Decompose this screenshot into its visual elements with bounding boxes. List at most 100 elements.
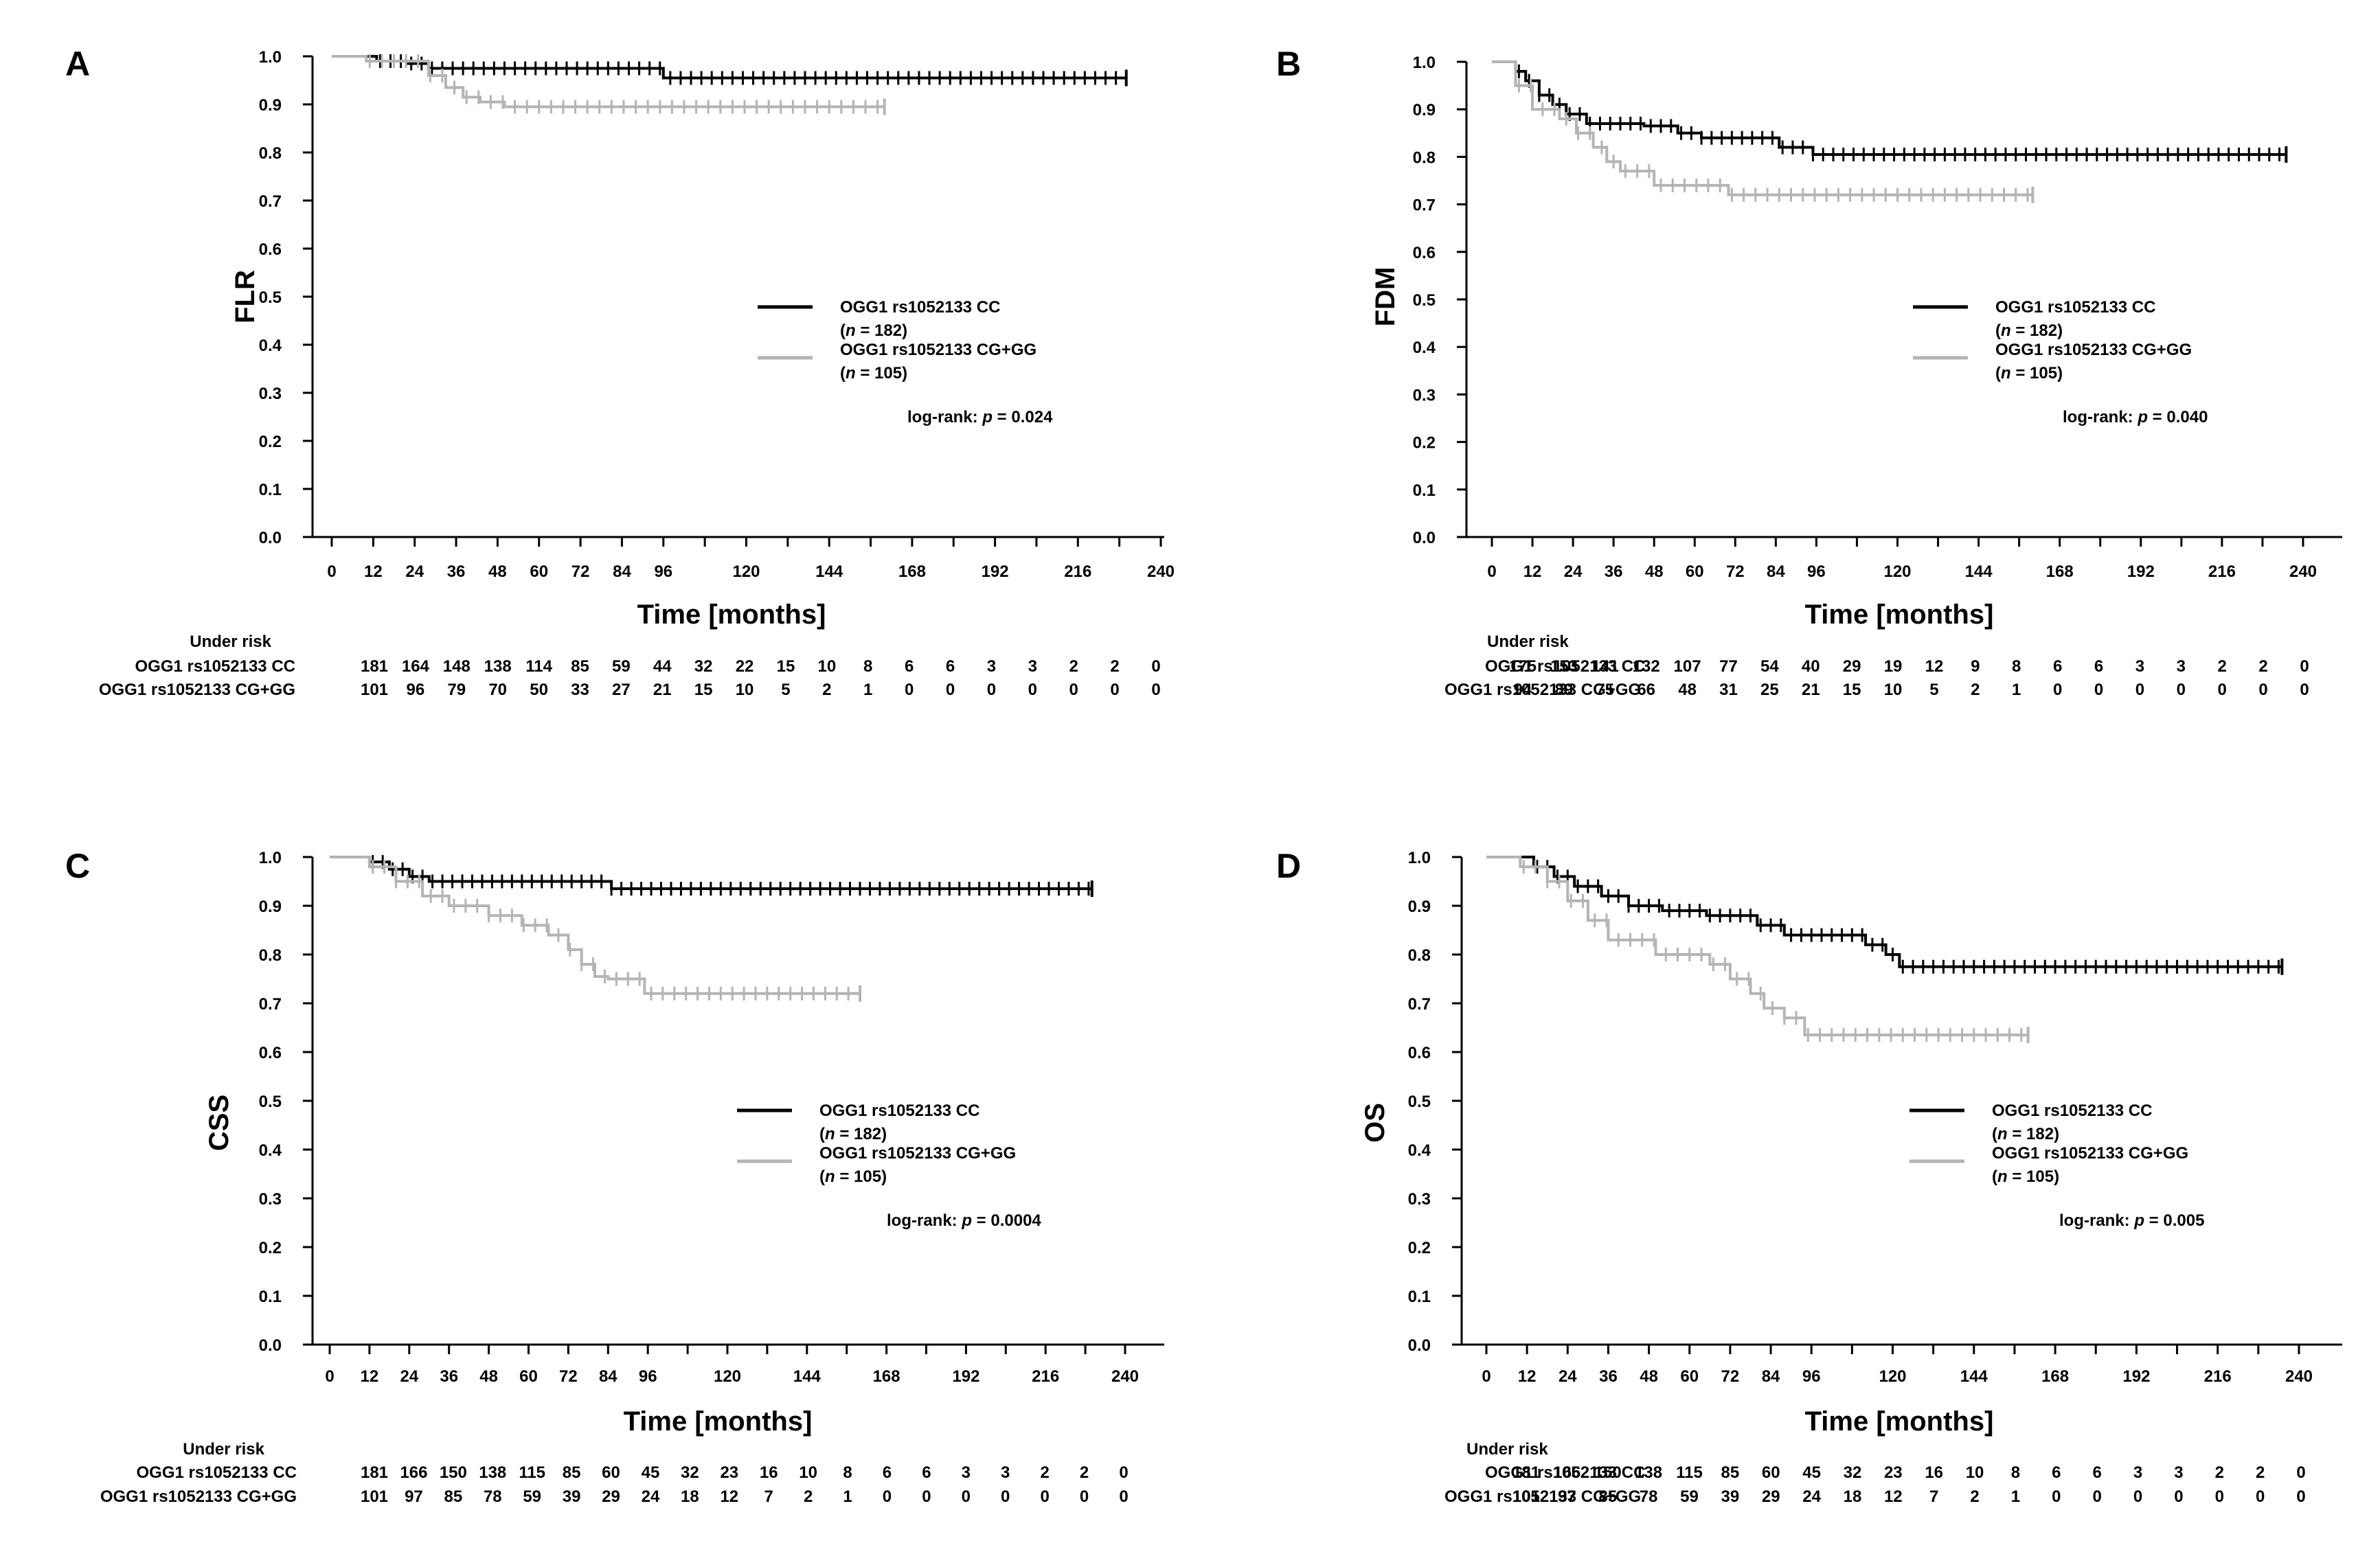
y-tick-label: 0.2	[259, 1239, 282, 1257]
risk-count-cc: 10	[799, 1463, 817, 1482]
x-tick-label: 48	[1640, 1367, 1658, 1386]
risk-count-cg: 0	[2296, 1487, 2305, 1506]
risk-count-cg: 25	[1760, 681, 1779, 699]
risk-count-cg: 0	[1119, 1487, 1128, 1506]
risk-count-cc: 138	[1635, 1463, 1662, 1482]
x-tick-label: 168	[2041, 1367, 2069, 1386]
y-tick-label: 0.9	[259, 898, 282, 916]
risk-count-cg: 0	[883, 1487, 892, 1506]
x-tick-label: 36	[1599, 1367, 1618, 1386]
y-tick-label: 0.7	[1408, 995, 1431, 1014]
risk-count-cc: 6	[922, 1463, 931, 1482]
x-tick-label: 240	[1147, 562, 1175, 581]
risk-row-label-cg: OGG1 rs1052133 CG+GG	[100, 1487, 297, 1506]
legend-label-cg: OGG1 rs1052133 CG+GG	[819, 1144, 1016, 1163]
risk-count-cg: 101	[361, 681, 388, 699]
risk-count-cc: 150	[440, 1463, 467, 1482]
y-tick-label: 0.2	[259, 433, 282, 451]
x-tick-label: 120	[1883, 562, 1911, 581]
logrank-text: log-rank: p = 0.040	[2063, 408, 2208, 426]
risk-count-cg: 29	[602, 1487, 620, 1506]
x-tick-label: 120	[732, 562, 760, 581]
risk-count-cg: 0	[987, 681, 996, 699]
risk-count-cc: 3	[1028, 657, 1037, 676]
x-tick-label: 36	[440, 1367, 458, 1386]
legend-n-cc: (n = 182)	[840, 321, 907, 340]
risk-count-cg: 0	[2177, 681, 2186, 699]
under-risk-table: Under risk OGG1 rs1052133 CC OGG1 rs105213…	[1444, 1440, 2306, 1506]
risk-count-cg: 0	[946, 681, 955, 699]
risk-count-cg: 0	[2133, 1487, 2142, 1506]
x-axis-title: Time [months]	[624, 1406, 813, 1437]
risk-count-cc: 45	[1802, 1463, 1821, 1482]
y-tick-label: 0.6	[259, 1044, 282, 1062]
x-tick-label: 192	[2122, 1367, 2150, 1386]
risk-row-label-cc: OGG1 rs1052133 CC	[1485, 657, 1645, 676]
legend-label-cg: OGG1 rs1052133 CG+GG	[840, 341, 1036, 359]
risk-count-cc: 3	[1001, 1463, 1010, 1482]
risk-count-cg: 5	[781, 681, 790, 699]
x-tick-label: 240	[2289, 562, 2317, 581]
risk-count-cc: 23	[720, 1463, 738, 1482]
risk-count-cg: 0	[2300, 681, 2309, 699]
x-tick-label: 120	[714, 1367, 741, 1386]
x-tick-label: 12	[1518, 1367, 1537, 1386]
risk-count-cg: 39	[1721, 1487, 1739, 1506]
km-panel-d: D0.00.10.20.30.40.50.60.70.80.91.00 12 24 3…	[1276, 847, 2342, 1506]
risk-count-cg: 0	[922, 1487, 931, 1506]
x-tick-label: 84	[599, 1367, 617, 1386]
legend: OGG1 rs1052133 CC (n = 182)OGG1 rs1052133…	[1909, 1101, 2204, 1230]
risk-count-cc: 2	[1110, 657, 1119, 676]
under-risk-table: Under risk OGG1 rs1052133 CC OGG1 rs105213…	[99, 632, 1161, 699]
risk-count-cg: 0	[2256, 1487, 2265, 1506]
km-panel-c: C0.00.10.20.30.40.50.60.70.80.91.00 12 24 3…	[65, 847, 1164, 1506]
y-tick-label: 0.3	[259, 385, 282, 403]
y-tick-label: 0.1	[259, 481, 282, 499]
x-tick-label: 24	[400, 1367, 418, 1386]
x-axis-title: Time [months]	[1805, 1406, 1994, 1437]
risk-count-cg: 0	[2218, 681, 2227, 699]
risk-count-cc: 0	[2296, 1463, 2305, 1482]
risk-count-cg: 1	[2012, 681, 2021, 699]
y-tick-label: 0.0	[259, 529, 282, 547]
risk-count-cc: 2	[2215, 1463, 2224, 1482]
risk-count-cg: 29	[1762, 1487, 1780, 1506]
x-tick-label: 60	[1680, 1367, 1699, 1386]
risk-count-cg: 0	[1001, 1487, 1010, 1506]
risk-count-cg: 15	[1843, 681, 1861, 699]
legend-n-cg: (n = 105)	[840, 364, 907, 383]
x-tick-label: 24	[1564, 562, 1583, 581]
risk-count-cg: 97	[1558, 1487, 1576, 1506]
series-line-cc	[332, 55, 1126, 80]
series-line-cg	[1486, 856, 2028, 1037]
x-tick-label: 0	[1487, 562, 1496, 581]
x-tick-label: 0	[325, 1367, 334, 1386]
x-tick-label: 0	[327, 562, 336, 581]
risk-row-label-cc: OGG1 rs1052133 CC	[137, 1463, 297, 1482]
y-tick-label: 0.0	[1408, 1336, 1431, 1355]
risk-count-cg: 0	[2174, 1487, 2183, 1506]
x-tick-label: 216	[2204, 1367, 2232, 1386]
under-risk-table: Under risk OGG1 rs1052133 CC OGG1 rs105213…	[100, 1440, 1129, 1506]
y-tick-label: 1.0	[259, 849, 282, 867]
x-tick-label: 144	[1965, 562, 1993, 581]
y-tick-label: 0.7	[259, 995, 282, 1014]
risk-count-cg: 1	[2011, 1487, 2020, 1506]
risk-count-cc: 114	[525, 657, 552, 676]
risk-count-cg: 15	[694, 681, 713, 699]
risk-count-cg: 33	[571, 681, 589, 699]
risk-count-cc: 32	[1844, 1463, 1862, 1482]
risk-count-cc: 175	[1509, 657, 1537, 676]
legend-n-cg: (n = 105)	[819, 1167, 887, 1186]
risk-count-cg: 24	[642, 1487, 660, 1506]
risk-count-cg: 85	[444, 1487, 462, 1506]
risk-count-cc: 153	[1550, 657, 1578, 676]
risk-count-cg: 79	[447, 681, 466, 699]
risk-count-cc: 2	[2256, 1463, 2265, 1482]
x-tick-label: 144	[793, 1367, 821, 1386]
risk-count-cc: 6	[2053, 657, 2062, 676]
risk-count-cg: 0	[1080, 1487, 1089, 1506]
risk-count-cg: 0	[1110, 681, 1119, 699]
risk-count-cg: 78	[484, 1487, 502, 1506]
risk-count-cg: 0	[2258, 681, 2267, 699]
